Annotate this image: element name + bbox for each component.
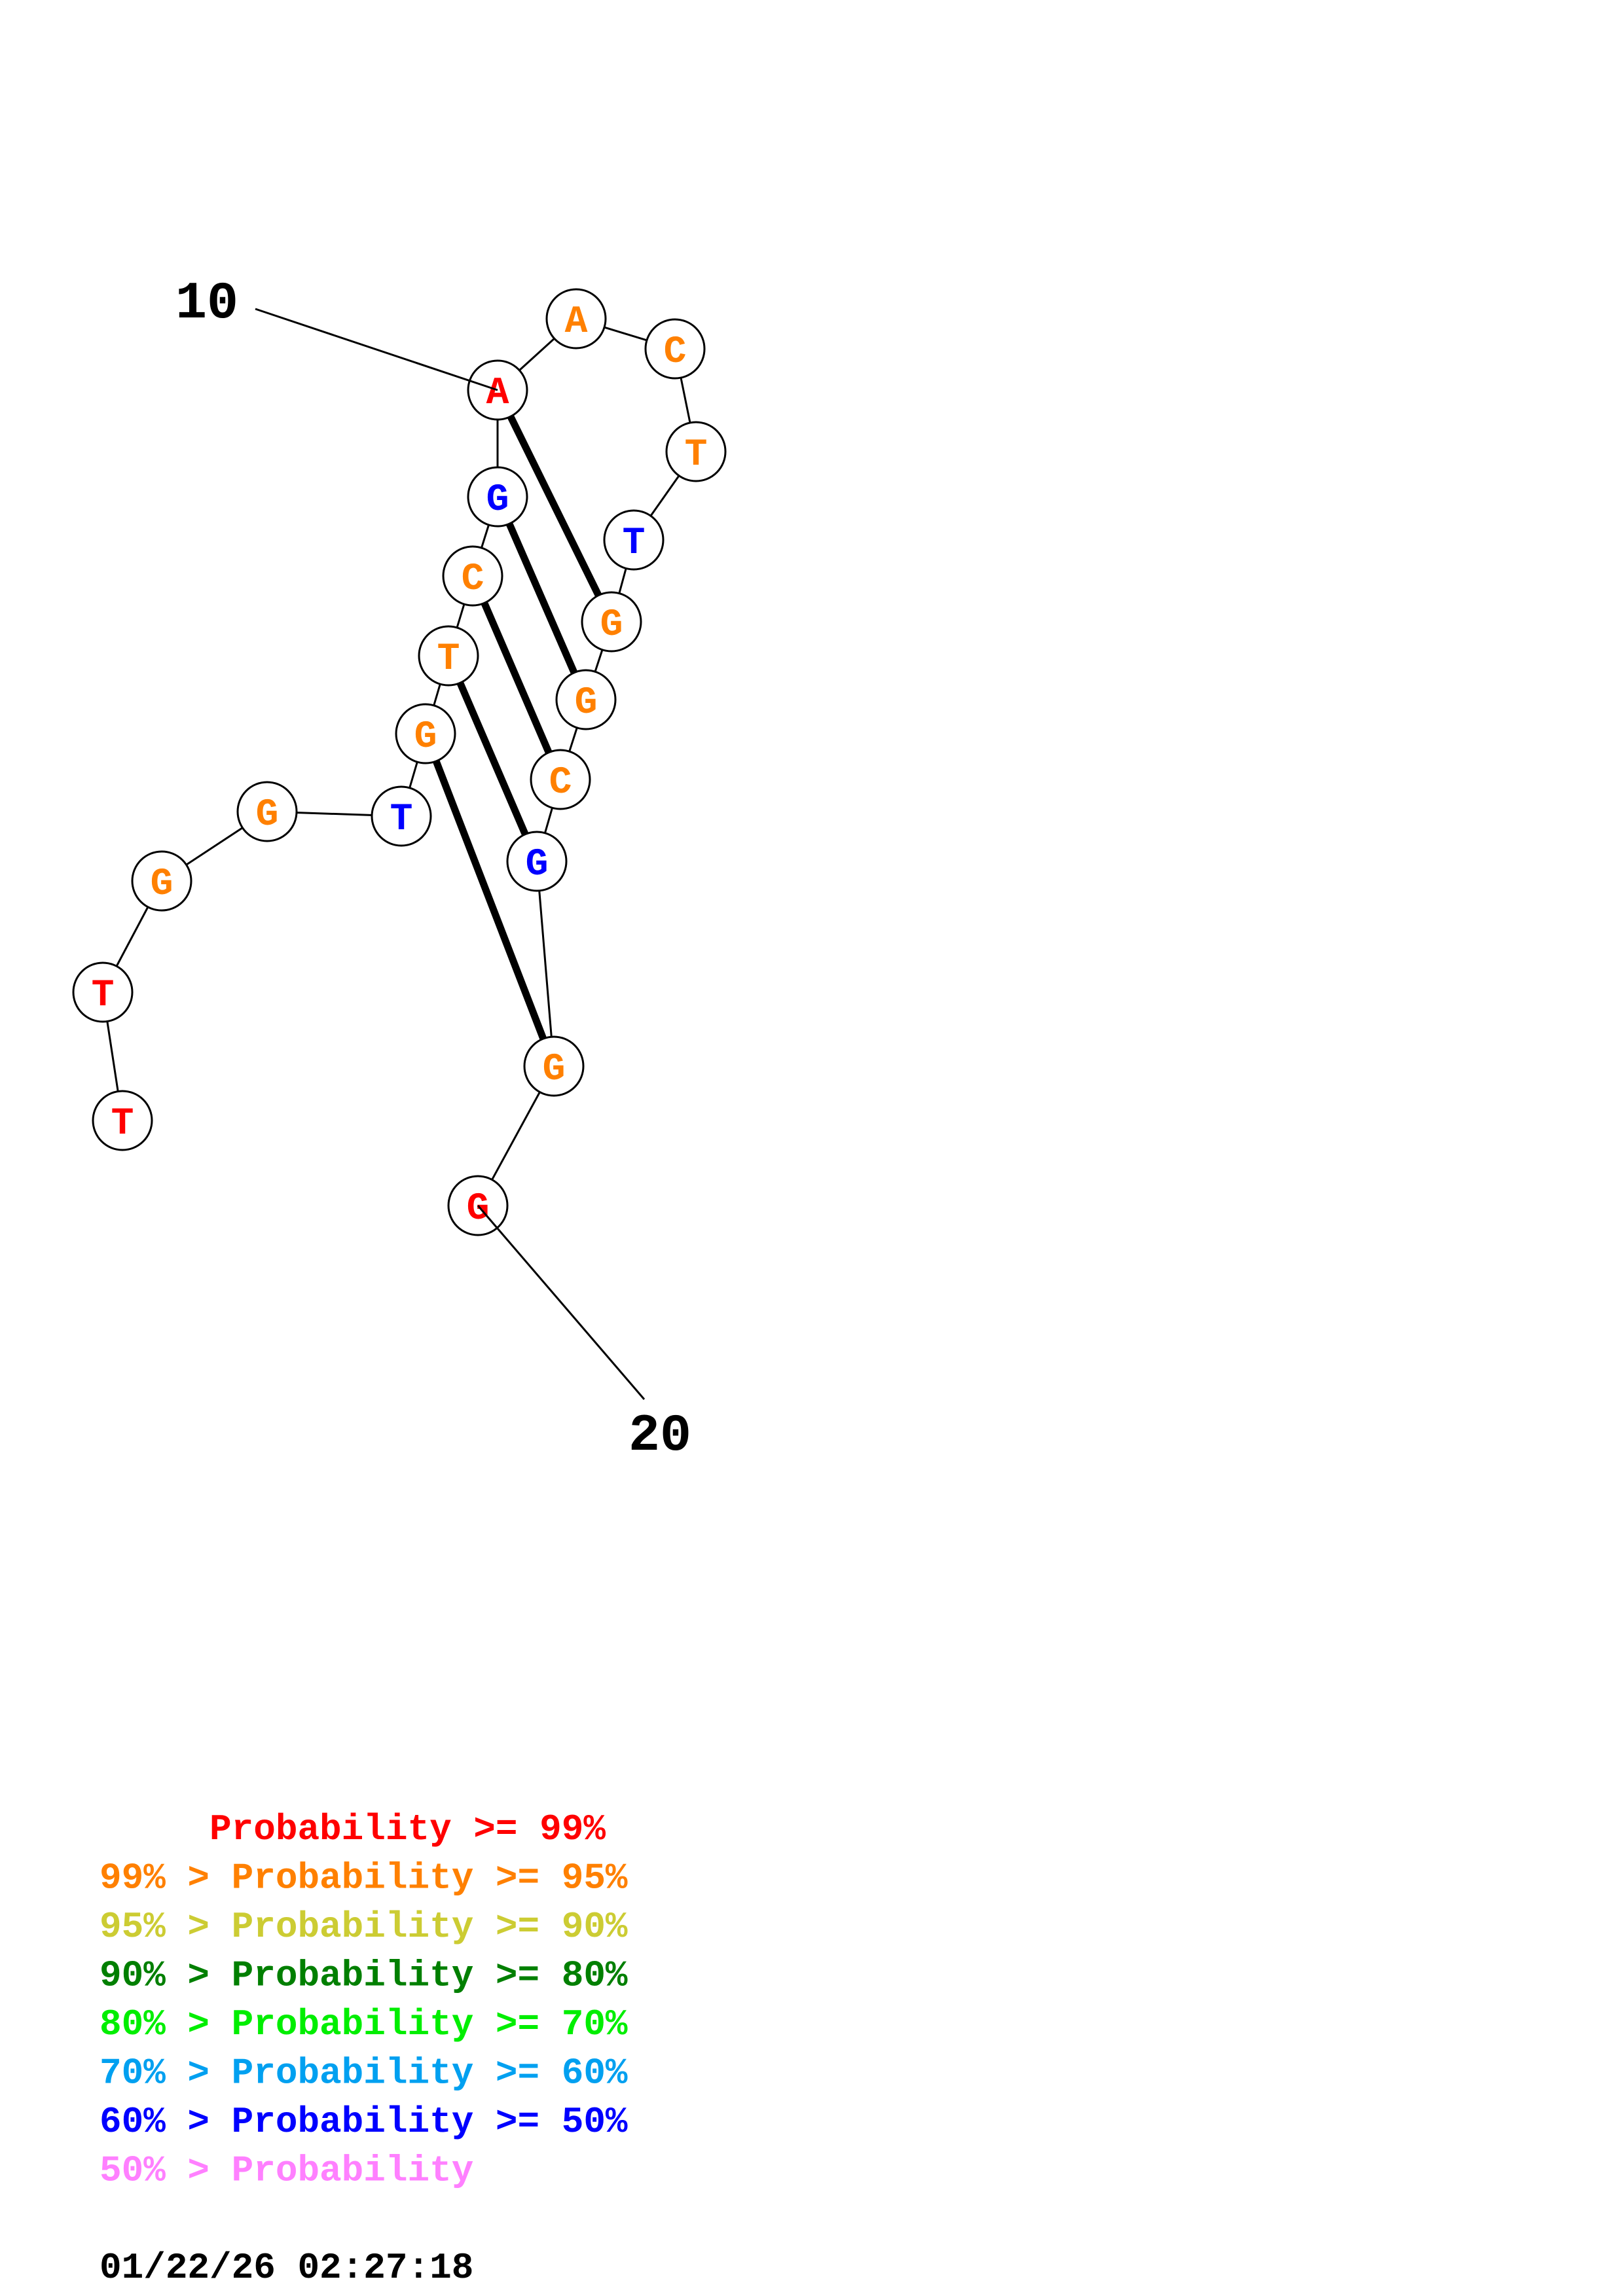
nucleotide: T: [371, 785, 432, 847]
nucleotide-base: G: [467, 1188, 490, 1230]
legend-entry: 60% > Probability >= 50%: [100, 2101, 628, 2143]
nucleotide-circle: [555, 669, 617, 730]
nucleotide-circle: [92, 1090, 153, 1151]
nucleotide-base: T: [111, 1103, 134, 1145]
nucleotide-circle: [530, 749, 591, 810]
nucleotide-circle: [72, 961, 134, 1023]
position-label: 20: [629, 1407, 691, 1466]
base-pair-lines: [422, 388, 615, 1067]
nucleotide-base: G: [414, 716, 437, 759]
nucleotide-base: G: [256, 794, 279, 836]
nucleotide: G: [581, 591, 642, 653]
nucleotide-circle: [603, 509, 665, 571]
nucleotide: C: [442, 545, 503, 607]
nucleotide: C: [644, 318, 706, 380]
nucleotide-base: A: [565, 301, 588, 344]
nucleotide: T: [603, 509, 665, 571]
legend-entry: 95% > Probability >= 90%: [100, 1906, 628, 1948]
nucleotide-base: G: [600, 604, 623, 647]
nucleotide: A: [545, 288, 607, 350]
position-label: 10: [175, 274, 238, 334]
nucleotide-circle: [506, 831, 568, 892]
nucleotide-circle: [644, 318, 706, 380]
nucleotide-base: T: [685, 434, 708, 476]
nucleotide-base: A: [486, 372, 509, 415]
nucleotide: G: [555, 669, 617, 730]
nucleotide-circle: [236, 781, 298, 842]
nucleotide-base: G: [151, 863, 173, 906]
nucleotide-circle: [418, 625, 479, 687]
nucleotide-base: T: [437, 638, 460, 681]
nucleotide-base: T: [92, 975, 115, 1017]
nucleotide-circle: [581, 591, 642, 653]
nucleotide-base: T: [623, 522, 646, 565]
legend-entry: Probability >= 99%: [100, 1808, 606, 1850]
base-pair-bond: [422, 732, 558, 1067]
nucleotide-base: G: [575, 682, 598, 725]
nucleotide: G: [131, 850, 192, 912]
position-label-line: [477, 1205, 646, 1400]
legend-entry: 90% > Probability >= 80%: [100, 1955, 628, 1997]
nucleotide-base: G: [543, 1049, 566, 1091]
base-pair-bond: [494, 495, 590, 702]
base-pair-bond: [494, 388, 615, 624]
nucleotide-circle: [131, 850, 192, 912]
nucleotide-base: G: [526, 844, 549, 886]
nucleotide-base: T: [390, 798, 413, 841]
probability-legend: Probability >= 99% 99% > Probability >= 9…: [100, 1808, 628, 2192]
nucleotide-base: G: [486, 479, 509, 522]
nucleotide: G: [236, 781, 298, 842]
nucleotide: T: [665, 421, 727, 482]
nucleotide: T: [418, 625, 479, 687]
nucleotide-circle: [545, 288, 607, 350]
nucleotide-circle: [665, 421, 727, 482]
nucleotide-circle: [395, 703, 456, 764]
nucleotide-base: C: [462, 558, 484, 601]
nucleotide: G: [467, 466, 528, 528]
legend-entry: 70% > Probability >= 60%: [100, 2053, 628, 2094]
nucleotide: G: [523, 1035, 585, 1097]
base-pair-bond: [469, 574, 564, 781]
base-pair-bond: [445, 654, 541, 863]
timestamp: 01/22/26 02:27:18: [100, 2247, 473, 2289]
legend-entry: 50% > Probability: [100, 2150, 473, 2192]
nucleotide-circle: [523, 1035, 585, 1097]
backbone-segment: [536, 861, 555, 1067]
position-labels: 10 20: [175, 274, 691, 1466]
backbone-lines: [101, 317, 697, 1206]
nucleotide-circle: [467, 466, 528, 528]
nucleotide-base: C: [664, 331, 687, 374]
nucleotide-circle: [371, 785, 432, 847]
nucleotide: T: [72, 961, 134, 1023]
legend-entry: 80% > Probability >= 70%: [100, 2003, 628, 2045]
nucleotide: G: [506, 831, 568, 892]
nucleotide: C: [530, 749, 591, 810]
nucleotide-base: C: [549, 762, 572, 804]
nucleotide: G: [395, 703, 456, 764]
nucleotide: T: [92, 1090, 153, 1151]
position-label-line: [255, 308, 498, 391]
legend-entry: 99% > Probability >= 95%: [100, 1857, 628, 1899]
nucleotide-circle: [442, 545, 503, 607]
